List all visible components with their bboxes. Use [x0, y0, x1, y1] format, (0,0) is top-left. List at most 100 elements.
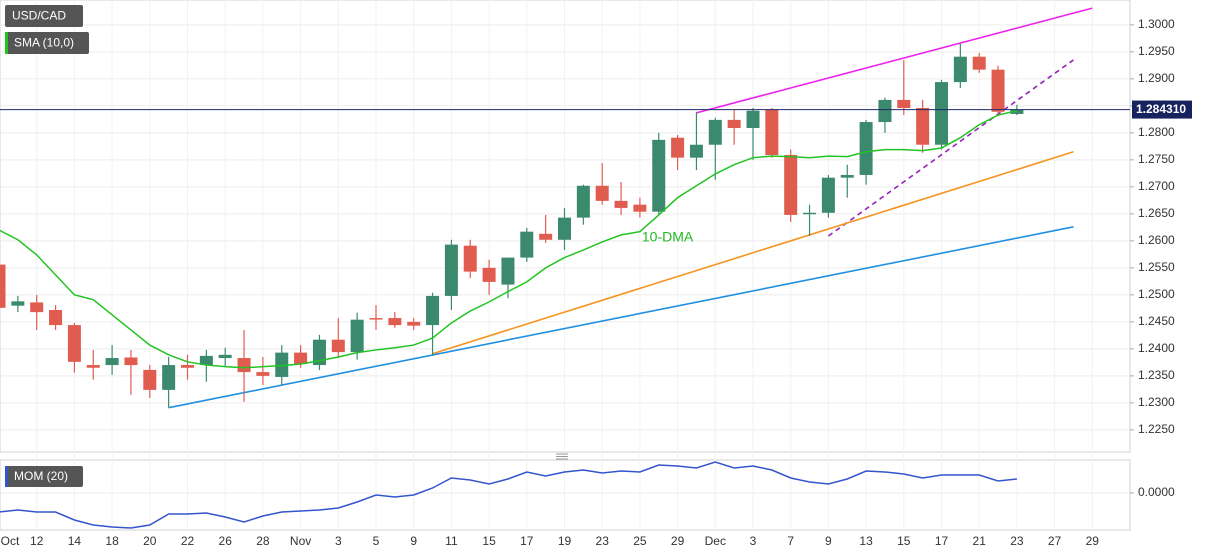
y-tick-label: 1.2500	[1138, 287, 1175, 301]
candle-body	[11, 301, 25, 306]
y-tick-label: 1.3000	[1138, 17, 1175, 31]
candle-body	[633, 204, 647, 212]
y-tick-label: 1.2550	[1138, 260, 1175, 274]
candle-body	[67, 325, 81, 362]
candle-body	[746, 110, 760, 128]
legend-text: SMA (10,0)	[14, 36, 74, 50]
candle-body	[501, 257, 515, 285]
x-tick-label: 28	[256, 534, 270, 548]
candle-body	[49, 309, 63, 326]
label-box	[5, 32, 89, 54]
candle-body	[558, 217, 571, 240]
candle-body	[878, 99, 892, 123]
x-tick-label: 13	[859, 534, 873, 548]
y-tick-label: 1.2650	[1138, 206, 1175, 220]
candle-body	[991, 69, 1005, 112]
annotation: 10-DMA	[642, 228, 694, 244]
candle-body	[199, 355, 213, 366]
candle-body	[86, 365, 100, 368]
x-tick-label: 19	[558, 534, 572, 548]
candle-body	[614, 200, 628, 208]
y-tick-label: 1.2400	[1138, 341, 1175, 355]
candle-body	[671, 137, 685, 158]
candle-body	[143, 369, 157, 390]
x-tick-label: 21	[973, 534, 987, 548]
label-box	[5, 466, 83, 487]
grid	[0, 0, 1130, 530]
candle-body	[124, 357, 138, 366]
x-tick-label: 17	[520, 534, 534, 548]
x-tick-label: 15	[482, 534, 496, 548]
x-tick-label: Oct	[1, 534, 20, 548]
x-tick-label: 7	[787, 534, 794, 548]
candle-body	[689, 144, 703, 158]
x-tick-label: Nov	[290, 534, 311, 548]
legend-swatch	[5, 466, 8, 487]
x-tick-label: 15	[897, 534, 911, 548]
candle-body	[463, 245, 477, 272]
candle-body	[181, 365, 194, 368]
x-tick-label: 3	[335, 534, 342, 548]
y-tick-label: 1.2300	[1138, 395, 1175, 409]
candle-body	[520, 231, 534, 258]
candle-body	[30, 302, 44, 313]
x-tick-label: Dec	[705, 534, 726, 548]
y-tick-label: 1.2600	[1138, 233, 1175, 247]
symbol-text: USD/CAD	[12, 9, 66, 23]
candle-body	[935, 82, 948, 145]
candle-body	[539, 233, 553, 240]
x-tick-label: 20	[143, 534, 157, 548]
candle-body	[331, 339, 345, 353]
x-tick-label: 18	[105, 534, 119, 548]
last-price-box	[1132, 100, 1192, 119]
momentum-plot	[0, 461, 1017, 529]
candle-body	[350, 319, 364, 353]
price-plot: 10-DMA	[0, 7, 1130, 409]
candle-body	[218, 354, 232, 359]
candle-body	[652, 139, 666, 212]
candle-body	[369, 318, 383, 320]
candle-body	[727, 119, 741, 128]
x-tick-label: 17	[935, 534, 949, 548]
candle-body	[162, 365, 176, 390]
candle-body	[1010, 109, 1024, 114]
candle-body	[953, 56, 967, 83]
y-tick-label: 0.0000	[1138, 485, 1175, 499]
sma-label: SMA (10,0)	[5, 32, 89, 54]
symbol-label: USD/CAD	[5, 5, 83, 27]
x-tick-label: 26	[219, 534, 233, 548]
x-tick-label: 9	[410, 534, 417, 548]
y-tick-label: 1.2450	[1138, 314, 1175, 328]
candle-body	[482, 267, 496, 282]
sma-line	[0, 109, 1018, 369]
y-tick-label: 1.2700	[1138, 179, 1175, 193]
x-tick-label: 23	[1010, 534, 1024, 548]
x-tick-label: 23	[596, 534, 610, 548]
y-tick-label: 1.2350	[1138, 368, 1175, 382]
candle-body	[708, 119, 722, 145]
candle-body	[784, 154, 798, 215]
candle-body	[972, 56, 986, 70]
x-tick-label: 11	[445, 534, 458, 548]
last-price-label: 1.284310	[1136, 102, 1186, 116]
axes: 1.2250 1.2300 1.2350 1.2400 1.2450 1.2500 1.25…	[1, 17, 1192, 548]
x-tick-label: 29	[1086, 534, 1100, 548]
candle-body	[576, 185, 590, 218]
candle-body	[105, 358, 119, 366]
x-tick-label: 25	[633, 534, 647, 548]
candle-body	[840, 174, 854, 178]
candle-body	[803, 212, 817, 215]
trendline	[696, 7, 1093, 114]
y-tick-label: 1.2900	[1138, 71, 1175, 85]
x-tick-label: 5	[373, 534, 380, 548]
trendline	[168, 226, 1074, 409]
candle-body	[256, 372, 270, 376]
candle-body	[859, 122, 873, 175]
candle-body	[294, 352, 308, 364]
legend-swatch	[5, 32, 8, 54]
x-tick-label: 12	[30, 534, 44, 548]
candle-body	[0, 264, 6, 308]
x-tick-label: 27	[1048, 534, 1062, 548]
